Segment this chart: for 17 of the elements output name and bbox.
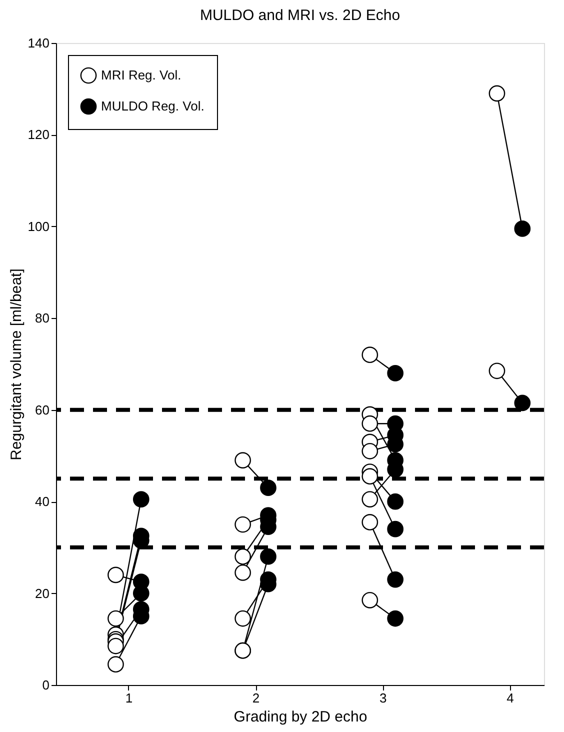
y-tick-label: 80 (35, 310, 50, 326)
y-tick-label: 60 (35, 402, 50, 418)
legend-label: MULDO Reg. Vol. (101, 98, 204, 114)
y-axis-title: Regurgitant volume [ml/beat] (8, 268, 25, 460)
y-tick-label: 20 (35, 586, 50, 601)
chart-title: MULDO and MRI vs. 2D Echo (200, 7, 400, 24)
y-tick-label: 100 (28, 218, 50, 234)
x-tick-label: 2 (252, 690, 260, 706)
x-tick-label: 3 (379, 690, 387, 706)
y-tick-label: 40 (35, 494, 50, 510)
x-tick-label: 1 (125, 690, 133, 706)
x-tick-label: 4 (506, 690, 514, 706)
legend-label: MRI Reg. Vol. (101, 68, 182, 82)
y-tick-label: 140 (28, 36, 50, 50)
y-tick-label: 120 (28, 127, 50, 142)
y-tick-label: 0 (42, 678, 50, 692)
x-axis-title: Grading by 2D echo (234, 708, 368, 726)
